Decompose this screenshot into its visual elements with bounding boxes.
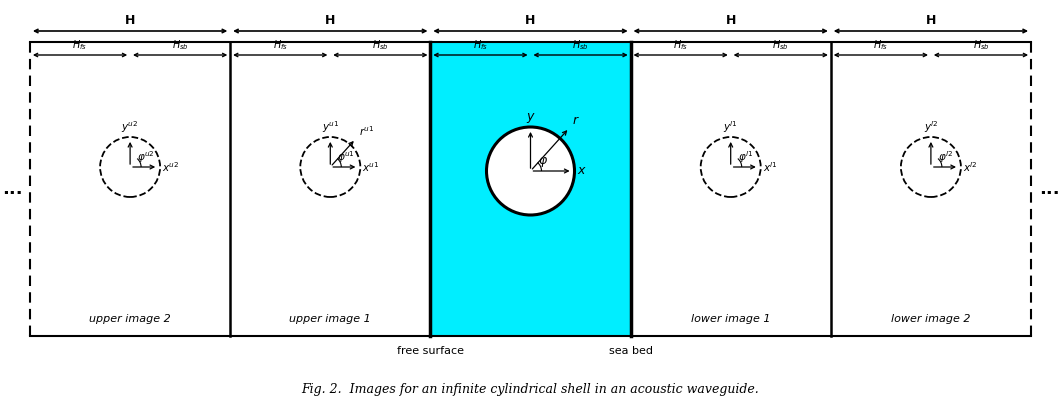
Text: $H_{sb}$: $H_{sb}$ (772, 38, 789, 52)
Text: $y^{l2}$: $y^{l2}$ (923, 119, 938, 135)
Text: H: H (925, 14, 936, 27)
Text: lower image 1: lower image 1 (691, 314, 770, 324)
Text: $\varphi^{l2}$: $\varphi^{l2}$ (938, 149, 953, 165)
Text: $x^{l2}$: $x^{l2}$ (963, 160, 977, 174)
Text: $\varphi^{l1}$: $\varphi^{l1}$ (737, 149, 753, 165)
Text: $y^{l1}$: $y^{l1}$ (724, 119, 738, 135)
Text: Fig. 2.  Images for an infinite cylindrical shell in an acoustic waveguide.: Fig. 2. Images for an infinite cylindric… (301, 383, 760, 396)
Text: H: H (325, 14, 335, 27)
Text: $y^{u2}$: $y^{u2}$ (121, 119, 139, 135)
Text: $H_{sb}$: $H_{sb}$ (372, 38, 388, 52)
Text: H: H (125, 14, 136, 27)
Text: upper image 1: upper image 1 (290, 314, 371, 324)
Text: $\varphi^{u1}$: $\varphi^{u1}$ (337, 149, 355, 165)
Text: $H_{fs}$: $H_{fs}$ (673, 38, 689, 52)
Text: $r^{u1}$: $r^{u1}$ (359, 124, 375, 138)
Bar (431, 42, 630, 336)
Text: free surface: free surface (397, 346, 464, 356)
Text: $H_{fs}$: $H_{fs}$ (873, 38, 888, 52)
Text: $y$: $y$ (525, 111, 536, 125)
Text: ...: ... (1039, 180, 1059, 198)
Text: $x^{l1}$: $x^{l1}$ (763, 160, 778, 174)
Text: sea bed: sea bed (609, 346, 653, 356)
Text: H: H (726, 14, 736, 27)
Text: $H_{fs}$: $H_{fs}$ (273, 38, 288, 52)
Text: $H_{fs}$: $H_{fs}$ (473, 38, 488, 52)
Text: $x^{u2}$: $x^{u2}$ (162, 160, 179, 174)
Text: lower image 2: lower image 2 (891, 314, 971, 324)
Text: $x$: $x$ (576, 164, 587, 177)
Text: $y^{u1}$: $y^{u1}$ (321, 119, 340, 135)
Text: $H_{sb}$: $H_{sb}$ (973, 38, 989, 52)
Text: H: H (525, 14, 536, 27)
Text: ...: ... (2, 180, 22, 198)
Text: $H_{sb}$: $H_{sb}$ (572, 38, 589, 52)
Text: $r$: $r$ (572, 114, 580, 127)
Text: $\varphi^{u2}$: $\varphi^{u2}$ (137, 149, 155, 165)
Text: $x^{u1}$: $x^{u1}$ (362, 160, 380, 174)
Text: $\varphi$: $\varphi$ (538, 155, 547, 169)
Text: $H_{fs}$: $H_{fs}$ (72, 38, 88, 52)
Text: $H_{sb}$: $H_{sb}$ (172, 38, 189, 52)
Circle shape (487, 127, 574, 215)
Text: upper image 2: upper image 2 (89, 314, 171, 324)
